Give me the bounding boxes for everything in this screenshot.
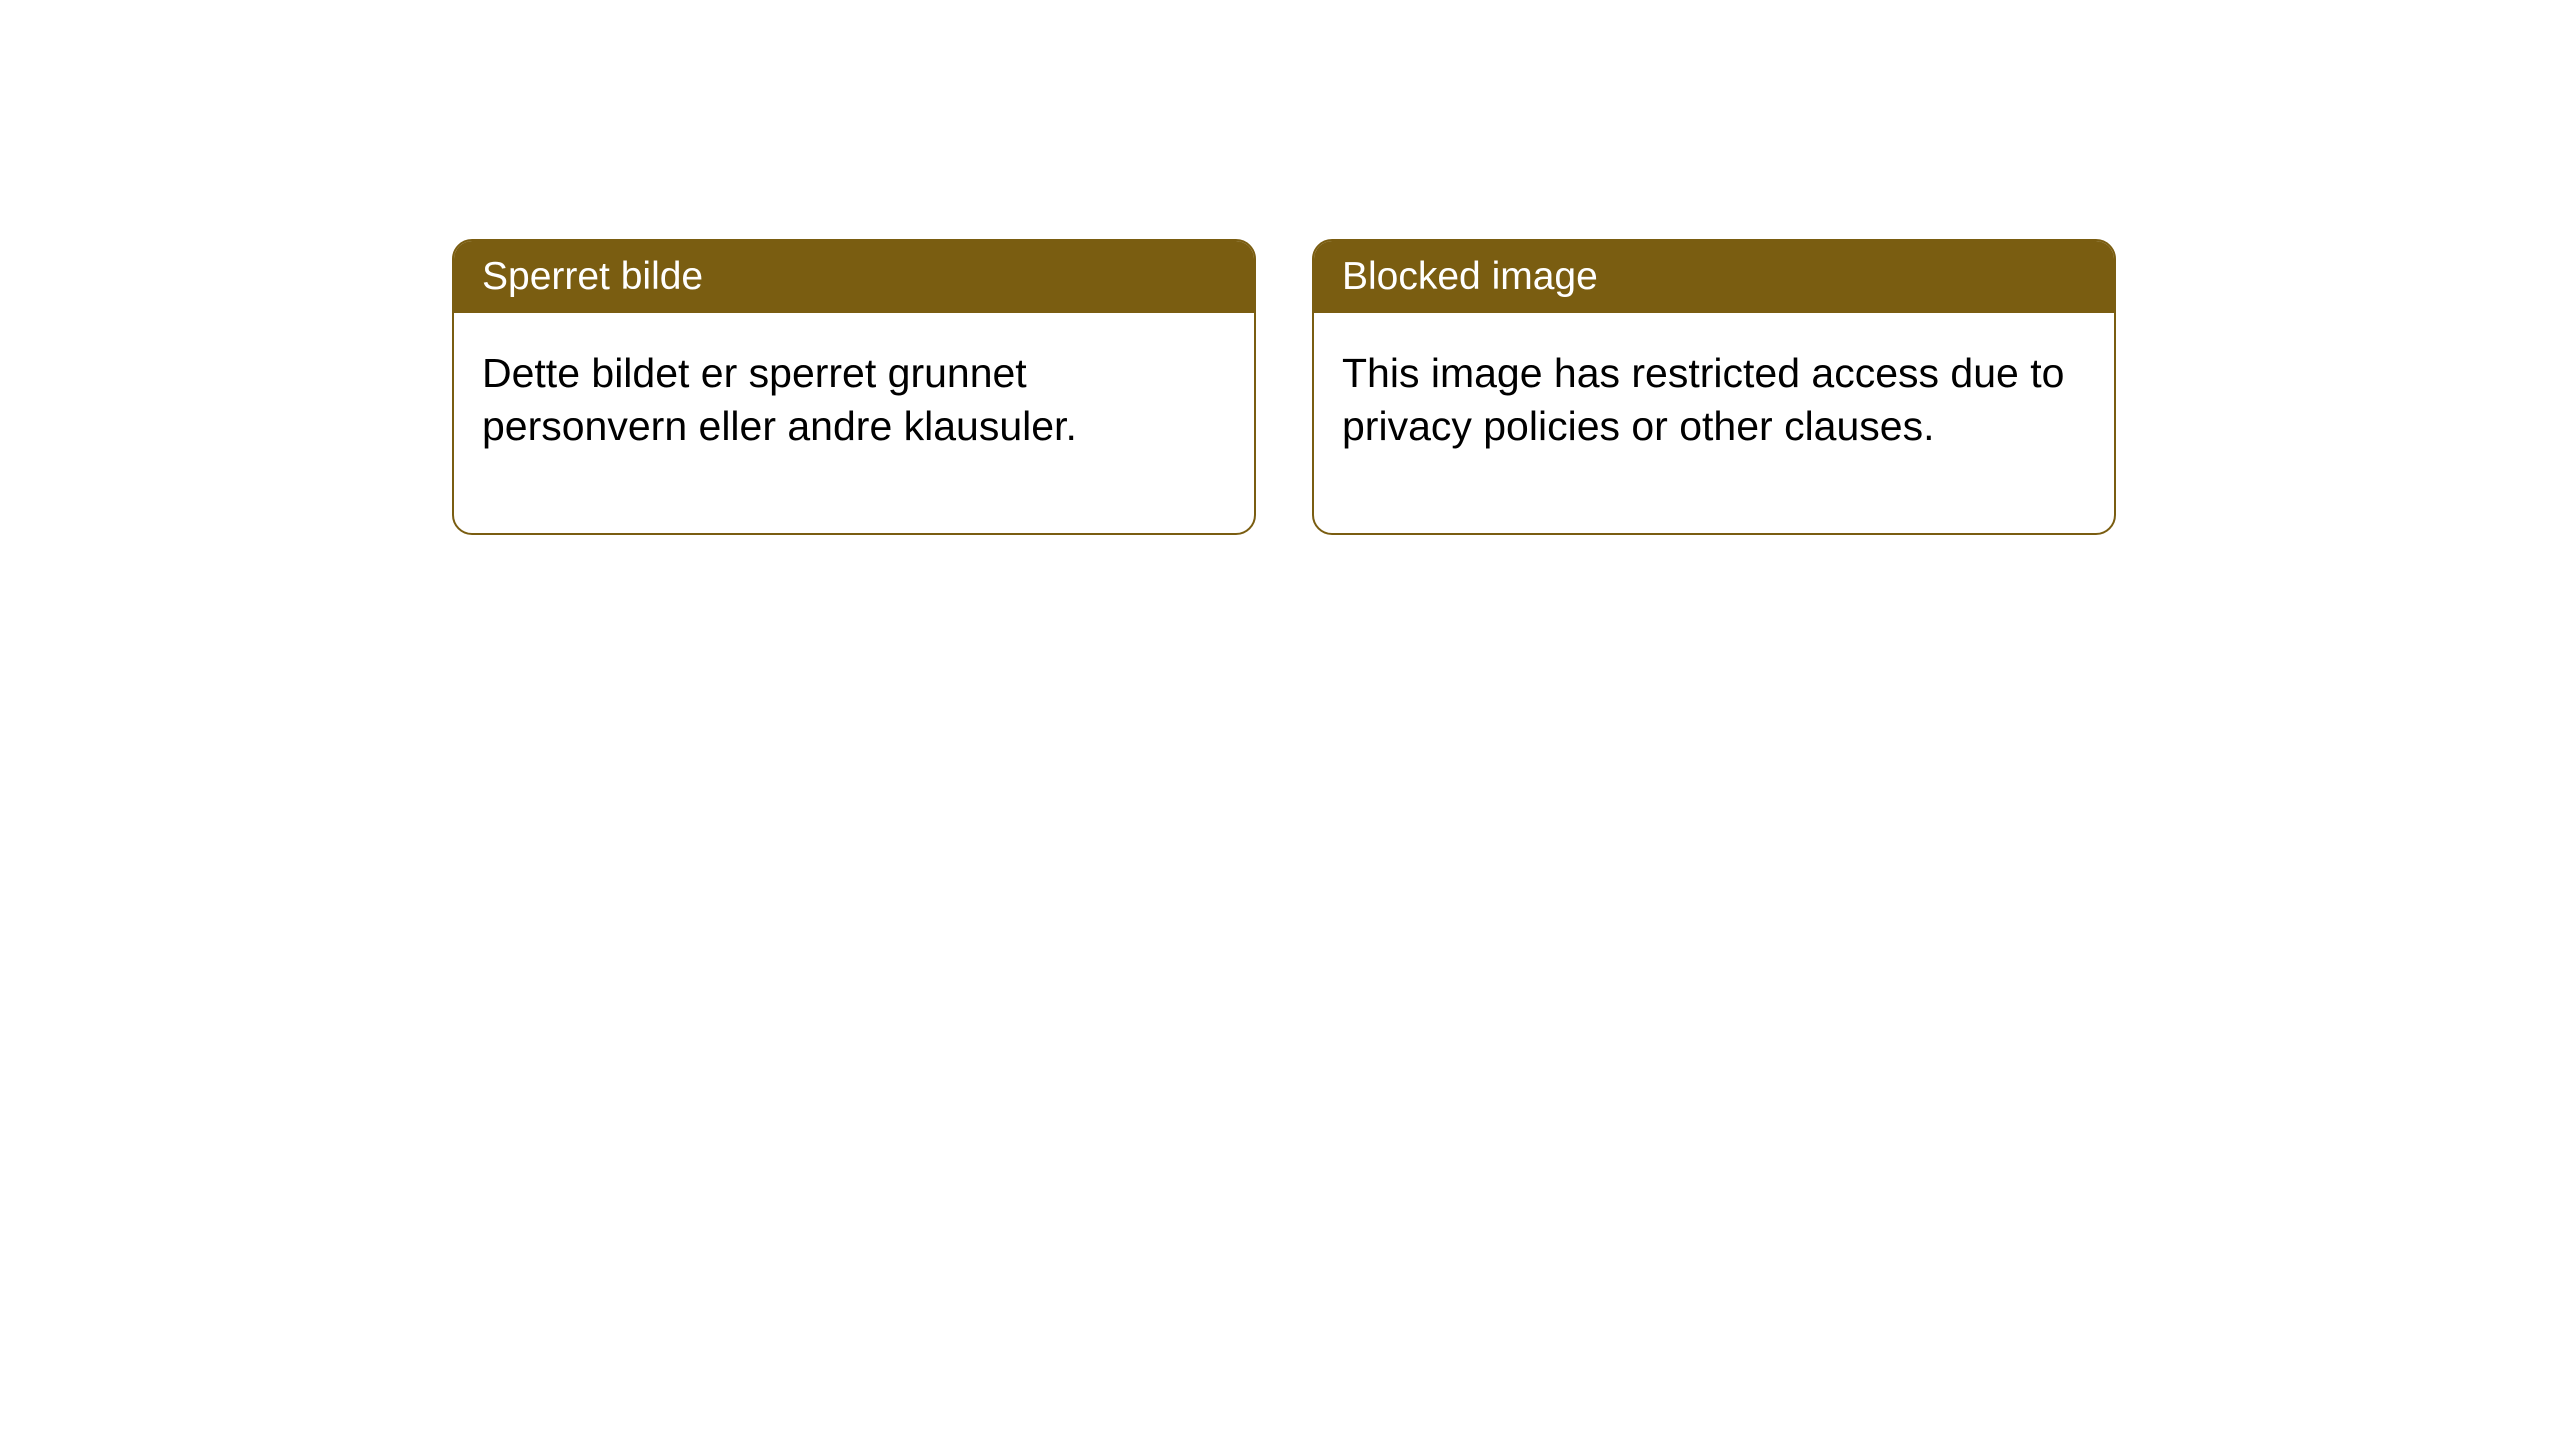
card-header-english: Blocked image — [1314, 241, 2114, 313]
card-body-english: This image has restricted access due to … — [1314, 313, 2114, 533]
blocked-image-card-norwegian: Sperret bilde Dette bildet er sperret gr… — [452, 239, 1256, 535]
card-body-norwegian: Dette bildet er sperret grunnet personve… — [454, 313, 1254, 533]
blocked-image-cards-container: Sperret bilde Dette bildet er sperret gr… — [452, 239, 2116, 535]
blocked-image-card-english: Blocked image This image has restricted … — [1312, 239, 2116, 535]
card-header-norwegian: Sperret bilde — [454, 241, 1254, 313]
